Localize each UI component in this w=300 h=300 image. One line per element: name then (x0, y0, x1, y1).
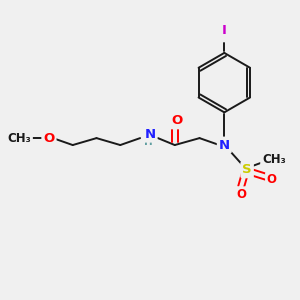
Text: O: O (43, 132, 55, 145)
Text: N: N (219, 139, 230, 152)
Text: CH₃: CH₃ (7, 132, 31, 145)
Text: O: O (171, 114, 182, 127)
Text: O: O (236, 188, 246, 201)
Text: CH₃: CH₃ (262, 153, 286, 167)
Text: I: I (222, 24, 227, 37)
Text: S: S (242, 163, 252, 176)
Text: H: H (144, 137, 152, 147)
Text: O: O (267, 173, 277, 186)
Text: N: N (144, 128, 156, 141)
